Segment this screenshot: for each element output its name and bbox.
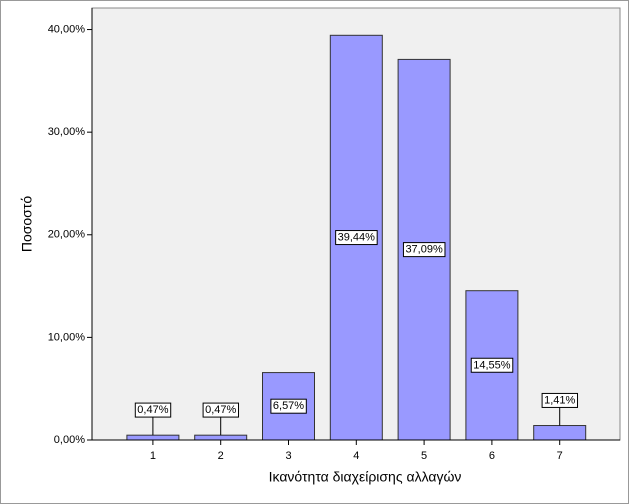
value-label: 1,41% [544,394,575,406]
x-tick-label: 5 [421,450,427,462]
x-axis-title: Ικανότητα διαχείρισης αλλαγών [269,469,462,485]
value-label: 39,44% [338,232,376,244]
y-axis-title: Ποσοστό [19,196,35,252]
y-tick-label: 0,00% [54,434,85,446]
value-label-box [202,402,240,418]
value-label-box [541,392,579,408]
value-label-box [402,242,446,258]
value-label-box [470,357,514,373]
x-tick-label: 6 [489,450,495,462]
y-tick-label: 30,00% [48,126,86,138]
x-tick-label: 7 [557,450,563,462]
bar [533,425,587,441]
value-label: 14,55% [473,359,511,371]
bar [194,434,248,441]
value-label-box [335,230,378,246]
x-tick-label: 4 [353,450,359,462]
x-tick-label: 1 [150,450,156,462]
bar [126,434,180,441]
y-tick-label: 40,00% [48,23,86,35]
y-tick-label: 20,00% [48,229,86,241]
value-label: 0,47% [137,404,168,416]
value-label: 37,09% [405,244,443,256]
value-label-box [134,402,172,418]
value-label: 6,57% [273,400,304,412]
y-tick-label: 10,00% [48,331,86,343]
x-tick-label: 2 [218,450,224,462]
x-tick-label: 3 [285,450,291,462]
value-label-box [270,398,307,414]
value-label: 0,47% [205,404,236,416]
